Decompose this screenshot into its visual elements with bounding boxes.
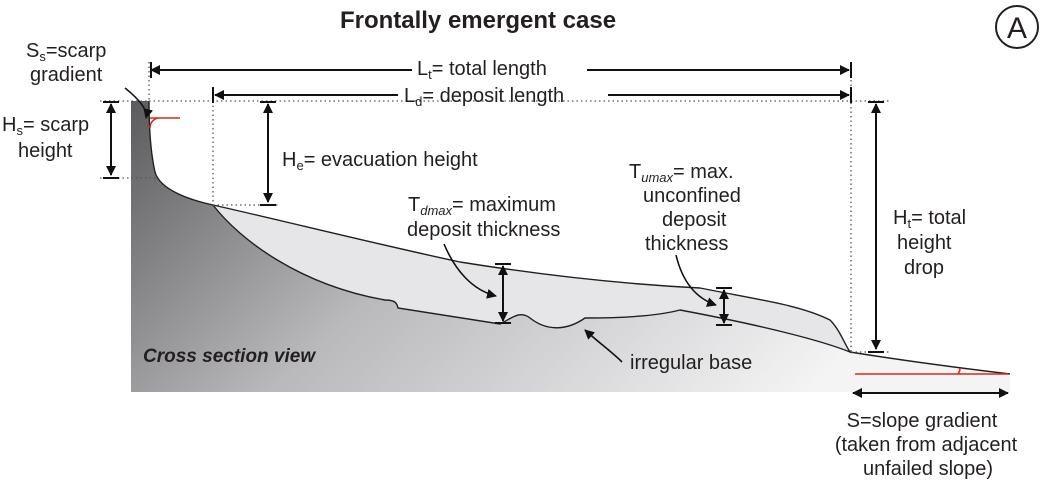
- panel-letter-circle: [995, 5, 1039, 49]
- surface-line: [148, 100, 214, 206]
- scarp-height-label-line2: height: [18, 140, 73, 162]
- view-label: Cross section view: [143, 346, 316, 367]
- evacuation-height-label: He= evacuation height: [282, 149, 478, 173]
- tdmax-label-line1: Tdmax= maximum: [408, 194, 556, 218]
- deposit-length-label: Ld= deposit length: [404, 85, 564, 109]
- tumax-label-line3: deposit: [662, 209, 727, 231]
- total-height-label-line1: Ht= total: [893, 207, 966, 231]
- deposit-body: [211, 203, 852, 354]
- tumax-label-line2: unconfined: [643, 185, 741, 207]
- tumax-label-line4: thickness: [645, 233, 728, 255]
- scarp-gradient-label-line2: gradient: [30, 64, 103, 86]
- slope-gradient-label-line1: S=slope gradient: [847, 410, 998, 432]
- panel-letter: A: [1007, 12, 1027, 45]
- irregular-base-label: irregular base: [630, 352, 752, 374]
- slope-surface-line: [849, 351, 1011, 375]
- slope-angle-arc: [957, 367, 961, 375]
- tdmax-leader: [443, 243, 497, 299]
- tumax-label-line1: Tumax= max.: [629, 161, 734, 185]
- total-height-label-line3: drop: [904, 257, 944, 279]
- diagram-title: Frontally emergent case: [340, 7, 616, 34]
- irregular-base-leader: [584, 329, 623, 363]
- slope-gradient-label-line2: (taken from adjacent: [835, 434, 1018, 456]
- total-height-label-line2: height: [897, 232, 952, 254]
- substrate-body: [131, 101, 1010, 392]
- slope-gradient-label-line3: unfailed slope): [863, 458, 993, 480]
- scarp-angle-arc: [149, 117, 159, 129]
- scarp-height-label-line1: Hs= scarp: [2, 114, 89, 138]
- tdmax-label-line2: deposit thickness: [407, 219, 560, 241]
- tumax-leader: [675, 254, 717, 307]
- total-length-label: Lt= total length: [417, 58, 547, 82]
- scarp-gradient-label-line1: Ss=scarp: [26, 40, 106, 64]
- scarp-gradient-leader: [124, 87, 154, 119]
